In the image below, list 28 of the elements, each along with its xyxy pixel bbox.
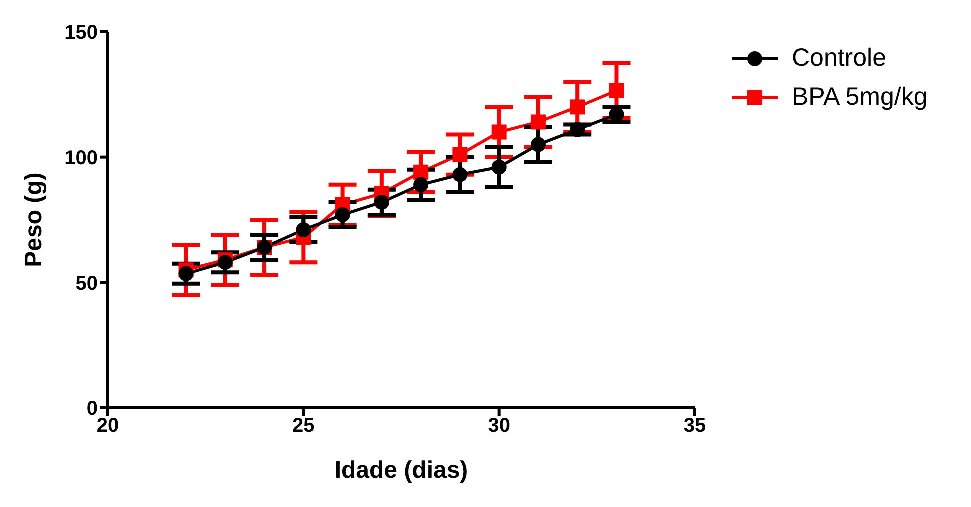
point	[374, 194, 390, 210]
point	[492, 160, 507, 175]
legend-label: Controle	[792, 44, 886, 73]
point	[452, 167, 468, 182]
point	[570, 100, 586, 115]
point	[609, 83, 624, 98]
x-tick-label: 25	[292, 415, 315, 438]
y-tick-label: 0	[86, 398, 98, 420]
x-tick-label: 20	[96, 415, 120, 438]
legend-label: BPA 5mg/kg	[792, 83, 928, 112]
y-axis-title: Peso (g)	[20, 172, 48, 268]
y-tick-label: 150	[64, 22, 98, 44]
point	[178, 266, 194, 282]
y-tick-label: 100	[64, 147, 98, 170]
point	[530, 114, 546, 130]
x-tick-label: 30	[488, 415, 510, 438]
point	[452, 147, 468, 162]
point	[530, 137, 546, 152]
point	[414, 177, 429, 192]
point	[335, 207, 350, 222]
point	[570, 122, 586, 138]
y-tick-label: 50	[76, 272, 98, 295]
point	[296, 222, 312, 238]
point	[492, 124, 507, 140]
x-axis-title: Idade (dias)	[334, 457, 468, 484]
point	[609, 107, 624, 122]
point	[414, 164, 429, 180]
x-tick-label: 35	[684, 415, 706, 438]
